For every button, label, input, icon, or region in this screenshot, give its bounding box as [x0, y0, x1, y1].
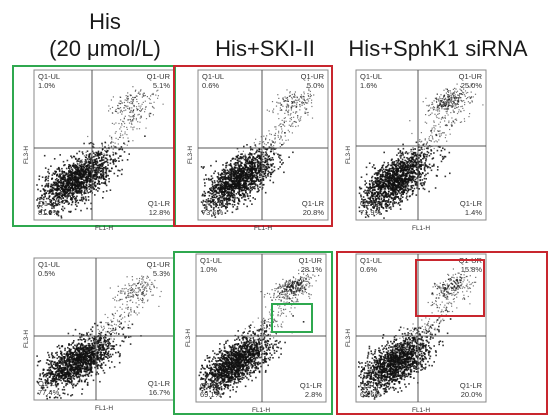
plot-box-r1c2 [197, 69, 329, 221]
scatter-dots-r1c3 [358, 83, 484, 219]
label-lr-r1c2: Q1-LR [302, 199, 325, 208]
pct-ll-r2c1: 77.4% [38, 388, 60, 397]
scatter-dots-r1c2 [200, 79, 315, 218]
panel-frame-r2c3 [336, 251, 548, 415]
pct-ll-r1c2: 73.6% [202, 208, 224, 217]
pct-lr-r1c3: 1.4% [465, 208, 482, 217]
label-lr-r2c1: Q1-LR [148, 379, 171, 388]
label-ll-r2c3: Q1-LL [360, 381, 381, 390]
pct-ul-r1c2: 0.6% [202, 81, 219, 90]
label-lr-r2c2: Q1-LR [300, 381, 323, 390]
yaxis-label-r2c2: FL3-H [185, 329, 192, 347]
label-ul-r1c1: Q1-UL [38, 72, 60, 81]
yaxis-label-r1c1: FL3-H [23, 146, 30, 164]
header-skiii: His+SKI-II [215, 36, 315, 61]
yaxis-label-r1c3: FL3-H [345, 146, 352, 164]
label-ur-r1c1: Q1-UR [147, 72, 171, 81]
label-ur-r2c2: Q1-UR [299, 256, 323, 265]
label-lr-r1c1: Q1-LR [148, 199, 171, 208]
xaxis-label-r1c2: FL1-H [254, 225, 272, 232]
label-lr-r1c3: Q1-LR [460, 199, 483, 208]
label-ur-r1c2: Q1-UR [301, 72, 325, 81]
header-his-line1: His [89, 9, 121, 34]
highlight-box-r2c3 [415, 259, 485, 317]
label-ul-r1c2: Q1-UL [202, 72, 224, 81]
pct-ll-r1c1: 81.0% [38, 208, 60, 217]
yaxis-label-r1c2: FL3-H [187, 146, 194, 164]
xaxis-label-r2c3: FL1-H [412, 407, 430, 414]
xaxis-label-r2c1: FL1-H [95, 405, 113, 412]
pct-ul-r2c1: 0.5% [38, 269, 55, 278]
pct-lr-r1c2: 20.8% [303, 208, 325, 217]
scatter-dots-r2c1 [36, 275, 166, 400]
pct-ur-r1c3: 25.0% [461, 81, 483, 90]
label-ul-r2c1: Q1-UL [38, 260, 60, 269]
scatter-dots-r2c3 [358, 267, 477, 400]
pct-lr-r2c3: 20.0% [461, 390, 483, 399]
pct-ur-r2c2: 28.1% [301, 265, 323, 274]
label-ur-r2c1: Q1-UR [147, 260, 171, 269]
label-ul-r2c3: Q1-UL [360, 256, 382, 265]
label-ll-r1c1: Q1-LL [38, 199, 59, 208]
pct-ur-r2c1: 5.3% [153, 269, 170, 278]
pct-ul-r2c3: 0.6% [360, 265, 377, 274]
label-ul-r2c2: Q1-UL [200, 256, 222, 265]
label-ll-r1c3: Q1-LL [360, 199, 381, 208]
pct-lr-r2c2: 2.8% [305, 390, 322, 399]
pct-ur-r2c3: 15.8% [461, 265, 483, 274]
label-ll-r2c1: Q1-LL [38, 379, 59, 388]
pct-ll-r2c2: 69.1% [200, 390, 222, 399]
pct-lr-r1c1: 12.8% [149, 208, 171, 217]
label-lr-r2c3: Q1-LR [460, 381, 483, 390]
xaxis-label-r1c1: FL1-H [95, 225, 113, 232]
pct-lr-r2c1: 16.7% [149, 388, 171, 397]
header-his: His (20 μmol/L) [30, 8, 180, 62]
pct-ur-r1c1: 5.1% [153, 81, 170, 90]
xaxis-label-r2c2: FL1-H [252, 407, 270, 414]
pct-ur-r1c2: 5.0% [307, 81, 324, 90]
scatter-dots-r1c1 [36, 86, 164, 219]
label-ur-r1c3: Q1-UR [459, 72, 483, 81]
yaxis-label-r2c3: FL3-H [345, 329, 352, 347]
label-ll-r2c2: Q1-LL [200, 381, 221, 390]
pct-ll-r1c3: 71.9% [360, 208, 382, 217]
pct-ul-r2c2: 1.0% [200, 265, 217, 274]
header-his-line2: (20 μmol/L) [49, 36, 161, 61]
yaxis-label-r2c1: FL3-H [23, 330, 30, 348]
plot-box-r1c1 [33, 69, 175, 221]
pct-ll-r2c3: 63.6% [360, 390, 382, 399]
xaxis-label-r1c3: FL1-H [412, 225, 430, 232]
panel-frame-r1c2 [173, 65, 333, 227]
header-sphk1-sirna: His+SphK1 siRNA [348, 36, 528, 61]
highlight-box-r2c2 [271, 303, 313, 333]
panel-frame-r2c2 [173, 251, 333, 415]
label-ul-r1c3: Q1-UL [360, 72, 382, 81]
scatter-dots-r2c2 [198, 269, 320, 399]
pct-ul-r1c1: 1.0% [38, 81, 55, 90]
label-ll-r1c2: Q1-LL [202, 199, 223, 208]
pct-ul-r1c3: 1.6% [360, 81, 377, 90]
